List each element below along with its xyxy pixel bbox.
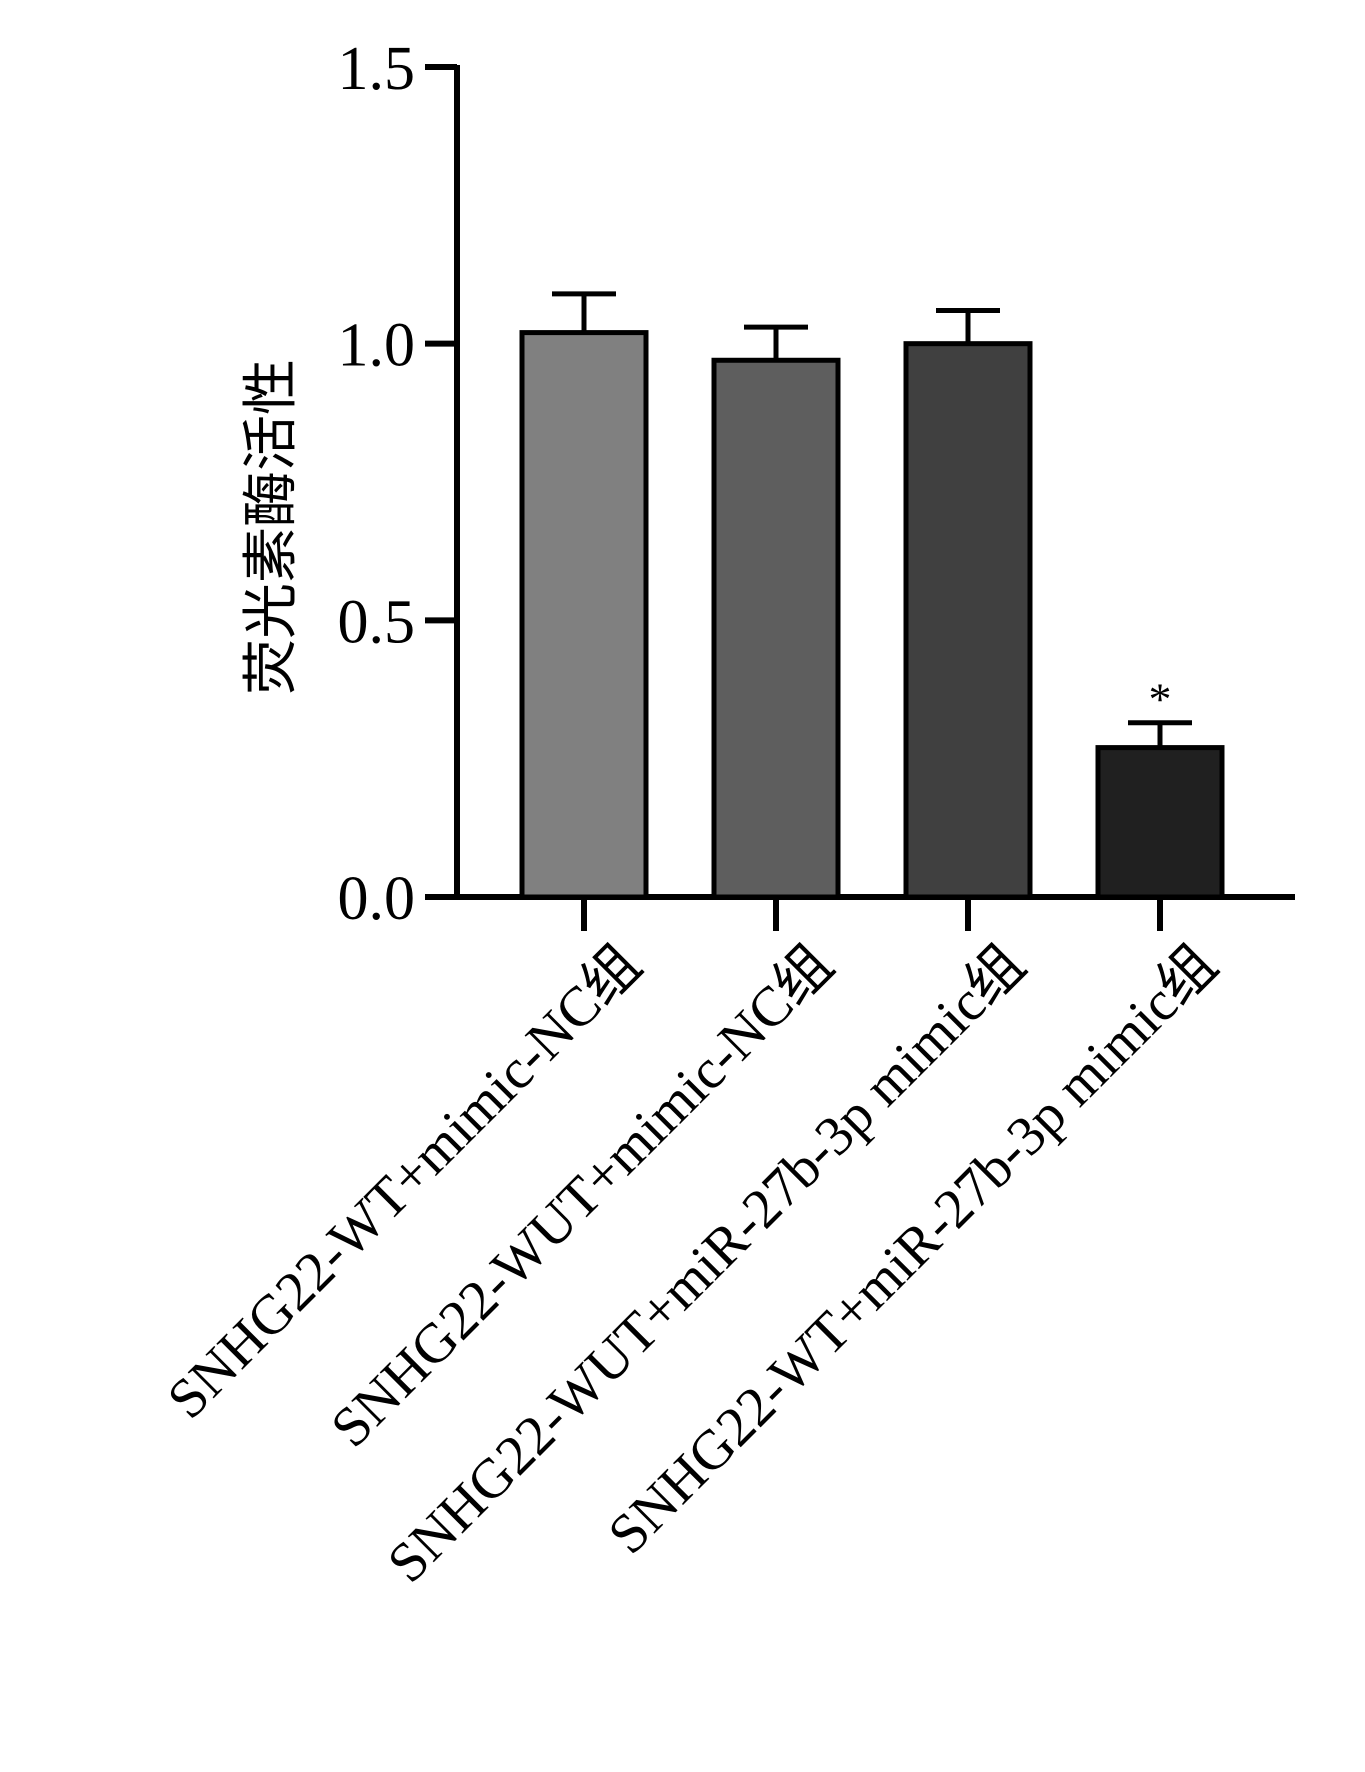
bars — [519, 291, 1225, 900]
y-axis-label: 荧光素酶活性 — [241, 359, 303, 695]
y-tick-label: 0.5 — [338, 588, 416, 656]
significance-marker: * — [1149, 674, 1172, 725]
bar — [1095, 745, 1225, 900]
y-tick-label: 1.0 — [338, 312, 416, 380]
y-tick-label: 0.0 — [338, 865, 416, 933]
bar — [519, 330, 649, 900]
bar — [711, 357, 841, 900]
bar — [903, 341, 1033, 900]
labels: *0.00.51.01.5荧光素酶活性SNHG22-WT+mimic-NC组SN… — [156, 35, 1229, 1595]
y-tick-label: 1.5 — [338, 35, 416, 103]
